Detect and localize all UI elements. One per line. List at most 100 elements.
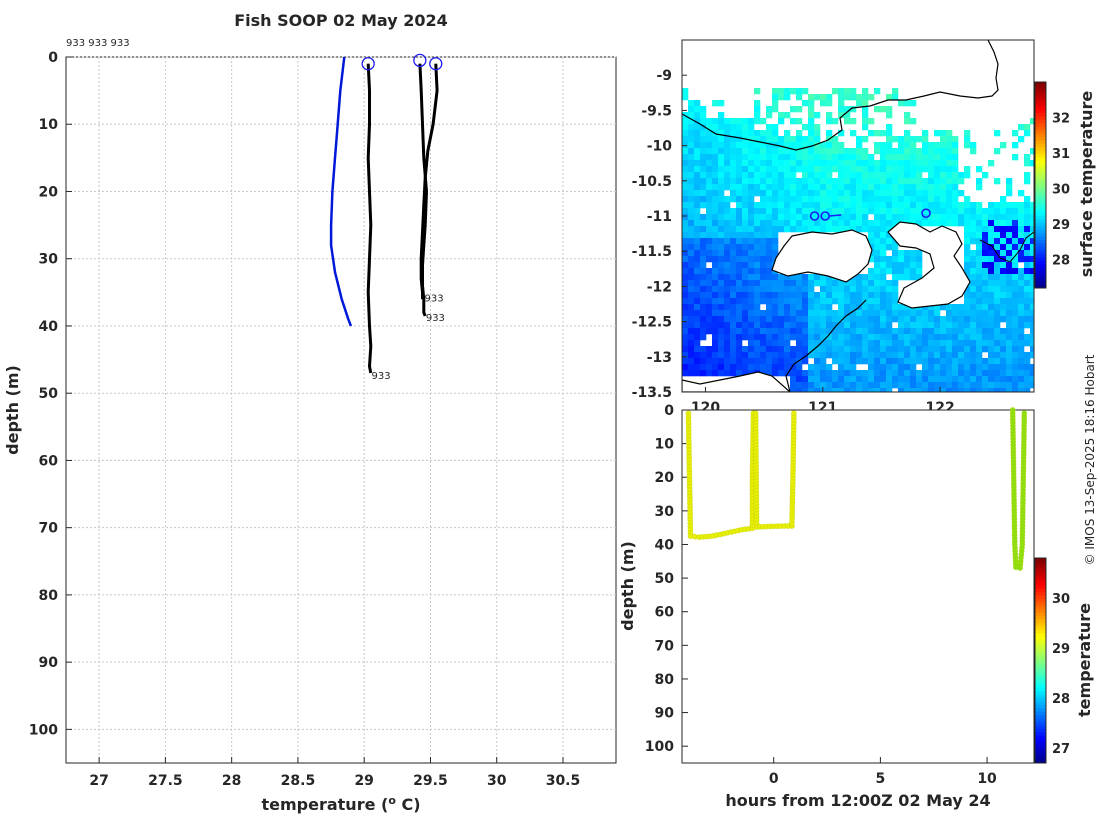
sst-cell — [886, 370, 893, 377]
sst-cell — [772, 172, 779, 179]
sst-cell — [970, 232, 977, 239]
sst-cell — [970, 220, 977, 227]
sst-cell — [706, 178, 713, 185]
sst-cell — [976, 310, 983, 317]
sst-cell — [880, 322, 887, 329]
sst-cell — [982, 310, 989, 317]
colorbar-segment — [1035, 88, 1046, 93]
colorbar-segment — [1035, 150, 1046, 155]
sst-cell — [868, 280, 875, 287]
sst-cell — [892, 382, 899, 389]
sst-cell — [790, 202, 797, 209]
sst-cell — [784, 304, 791, 311]
colorbar-segment — [1035, 715, 1046, 720]
sst-cell — [700, 196, 707, 203]
sst-cell — [976, 352, 983, 359]
sst-cell — [1006, 220, 1013, 227]
sst-cell — [976, 304, 983, 311]
profile-axes-box — [65, 56, 617, 764]
profile-y-tick-label: 90 — [39, 655, 59, 671]
sst-cell — [868, 226, 875, 233]
sst-cell — [904, 364, 911, 371]
sst-cell — [850, 220, 857, 227]
sst-cell — [760, 226, 767, 233]
sst-cell — [958, 310, 965, 317]
sst-cell — [748, 214, 755, 221]
sst-cell — [826, 364, 833, 371]
sst-cell — [706, 190, 713, 197]
sst-cell — [892, 340, 899, 347]
colorbar-segment — [1035, 732, 1046, 737]
sst-cell — [790, 310, 797, 317]
sst-cell — [778, 322, 785, 329]
section-y-tick-label: 100 — [645, 739, 674, 755]
sst-cell — [766, 304, 773, 311]
sst-cell — [1018, 226, 1025, 233]
sst-cell — [1030, 298, 1034, 305]
sst-cell — [736, 262, 743, 269]
sst-cell — [880, 196, 887, 203]
sst-cell — [814, 226, 821, 233]
sst-cell — [952, 160, 959, 167]
sst-cell — [1030, 340, 1034, 347]
sst-cell — [712, 340, 719, 347]
sst-cell — [850, 358, 857, 365]
sst-cell — [1012, 358, 1019, 365]
sst-cell — [778, 166, 785, 173]
sst-cell — [778, 352, 785, 359]
sst-cell — [784, 346, 791, 353]
sst-cell — [724, 292, 731, 299]
sst-cell — [922, 328, 929, 335]
sst-cell — [784, 226, 791, 233]
sst-cell — [826, 382, 833, 389]
colorbar-segment — [1035, 564, 1046, 569]
sst-cell — [826, 286, 833, 293]
sst-cell — [790, 190, 797, 197]
sst-cell — [724, 286, 731, 293]
sst-cell — [940, 304, 947, 311]
profile-end-label: 933 — [426, 313, 445, 324]
sst-cell — [970, 214, 977, 221]
sst-cell — [976, 250, 983, 257]
sst-cell — [868, 184, 875, 191]
colorbar-segment — [1035, 202, 1046, 207]
sst-cell — [856, 202, 863, 209]
sst-cell — [1000, 142, 1007, 149]
sst-cell — [922, 154, 929, 161]
sst-cell — [970, 352, 977, 359]
sst-cell — [880, 190, 887, 197]
sst-cell — [910, 262, 917, 269]
sst-cell — [724, 232, 731, 239]
sst-cell — [922, 304, 929, 311]
sst-cell — [748, 184, 755, 191]
sst-cell — [880, 178, 887, 185]
sst-cell — [778, 94, 785, 101]
sst-cell — [694, 160, 701, 167]
sst-cell — [916, 202, 923, 209]
colorbar-segment — [1035, 585, 1046, 590]
sst-cell — [838, 346, 845, 353]
sst-cell — [718, 190, 725, 197]
sst-cell — [868, 160, 875, 167]
sst-cell — [700, 124, 707, 131]
sst-cell — [880, 358, 887, 365]
sst-cell — [820, 196, 827, 203]
sst-cell — [718, 226, 725, 233]
sst-cell — [748, 352, 755, 359]
sst-cell — [688, 166, 695, 173]
sst-cell — [694, 334, 701, 341]
sst-cell — [724, 340, 731, 347]
sst-cell — [688, 148, 695, 155]
sst-cell — [874, 142, 881, 149]
sst-cell — [904, 310, 911, 317]
sst-cell — [916, 256, 923, 263]
sst-cell — [958, 178, 965, 185]
sst-cell — [1024, 238, 1031, 245]
colorbar-segment — [1035, 602, 1046, 607]
sst-cell — [940, 148, 947, 155]
sst-cell — [1000, 340, 1007, 347]
sst-cell — [892, 136, 899, 143]
sst-cell — [706, 184, 713, 191]
sst-cell — [694, 142, 701, 149]
sst-cell — [916, 160, 923, 167]
